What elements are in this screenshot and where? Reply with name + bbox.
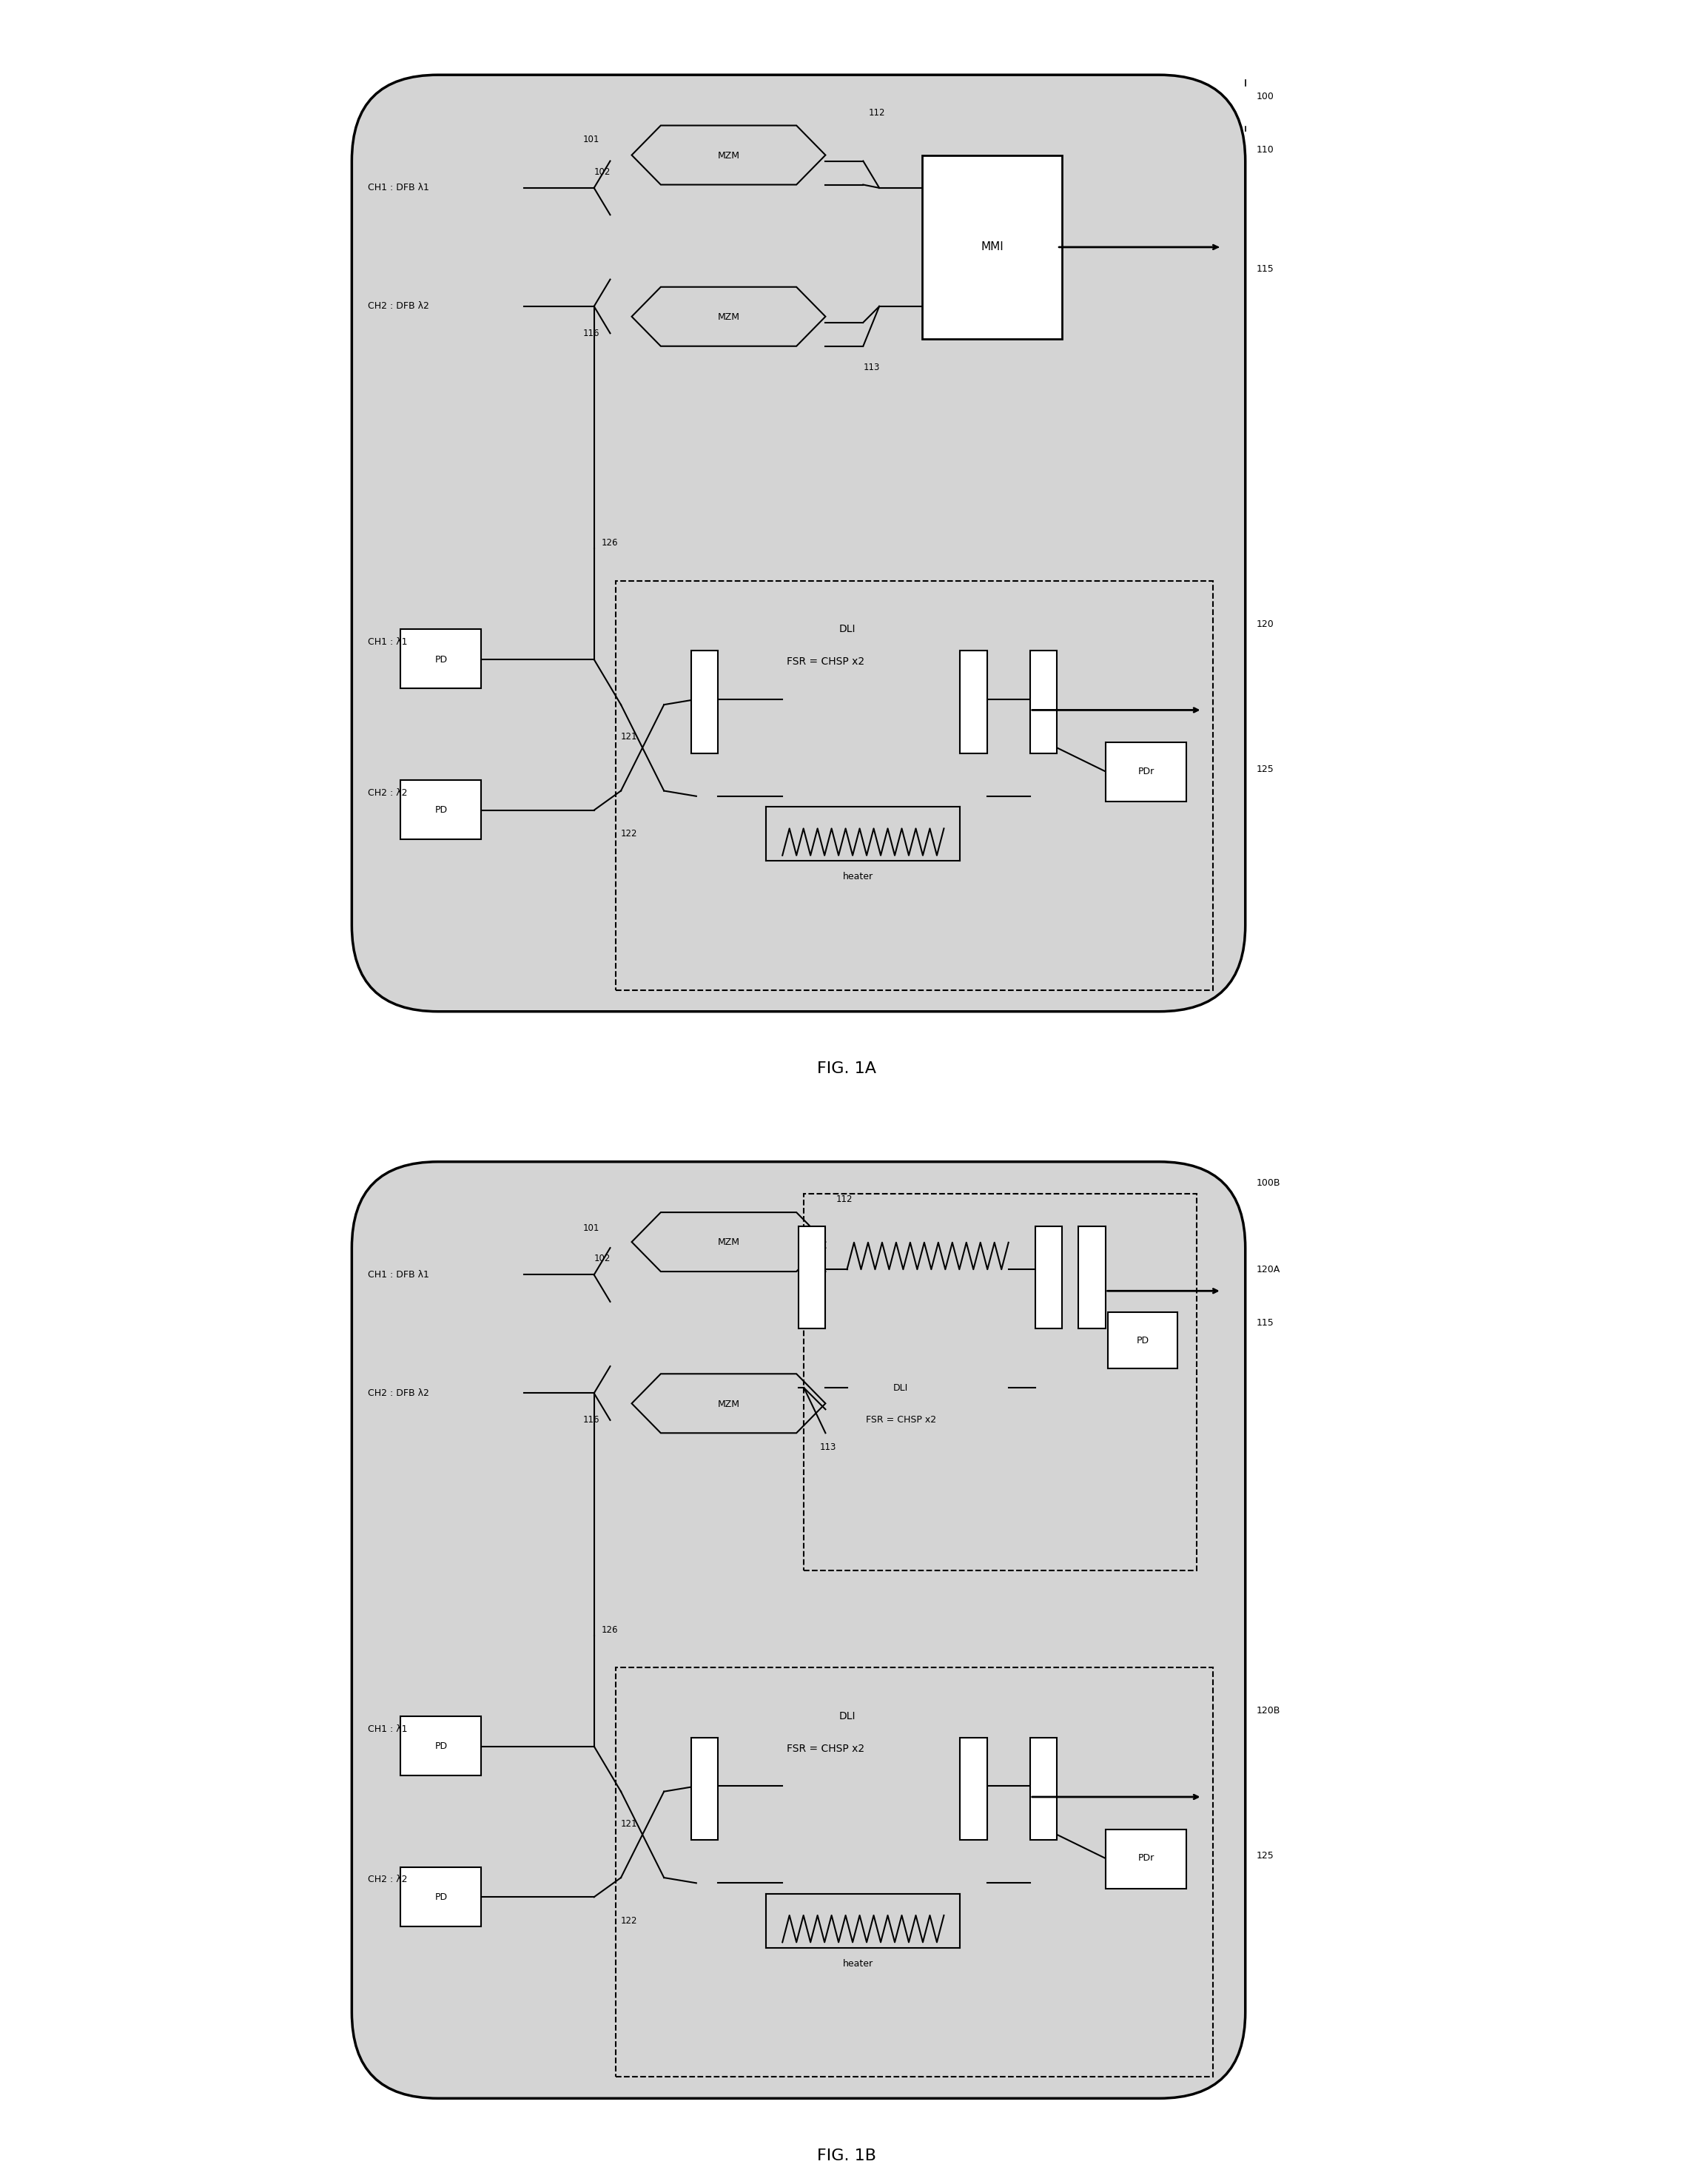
Text: 100B: 100B bbox=[1255, 1179, 1281, 1188]
Text: 102: 102 bbox=[595, 1254, 610, 1262]
Text: 116: 116 bbox=[583, 1415, 600, 1424]
Text: PDr: PDr bbox=[1138, 767, 1155, 775]
Text: heater: heater bbox=[842, 871, 872, 882]
Polygon shape bbox=[632, 286, 825, 347]
Text: 122: 122 bbox=[622, 830, 637, 839]
Text: 115: 115 bbox=[1255, 1319, 1274, 1328]
FancyBboxPatch shape bbox=[691, 651, 718, 753]
FancyBboxPatch shape bbox=[352, 1162, 1245, 2099]
Polygon shape bbox=[632, 1374, 825, 1433]
Text: 122: 122 bbox=[622, 1915, 637, 1926]
Text: MZM: MZM bbox=[718, 1400, 740, 1409]
FancyBboxPatch shape bbox=[1106, 1830, 1186, 1889]
Text: FSR = CHSP x2: FSR = CHSP x2 bbox=[866, 1415, 937, 1424]
Text: CH2 : λ2: CH2 : λ2 bbox=[368, 788, 408, 797]
FancyBboxPatch shape bbox=[1106, 743, 1186, 802]
FancyBboxPatch shape bbox=[400, 1717, 481, 1776]
Text: DLI: DLI bbox=[839, 625, 855, 636]
Text: CH1 : λ1: CH1 : λ1 bbox=[368, 638, 408, 646]
Text: PD: PD bbox=[1137, 1337, 1150, 1345]
FancyBboxPatch shape bbox=[960, 1738, 988, 1839]
FancyBboxPatch shape bbox=[1035, 1227, 1062, 1328]
FancyBboxPatch shape bbox=[400, 629, 481, 688]
Text: 113: 113 bbox=[864, 363, 879, 373]
Text: 125: 125 bbox=[1255, 764, 1274, 773]
Text: MMI: MMI bbox=[981, 242, 1005, 253]
Text: 126: 126 bbox=[601, 1625, 618, 1636]
Text: CH2 : λ2: CH2 : λ2 bbox=[368, 1876, 408, 1885]
Text: FIG. 1B: FIG. 1B bbox=[818, 2149, 876, 2162]
Text: 126: 126 bbox=[601, 539, 618, 548]
Text: FSR = CHSP x2: FSR = CHSP x2 bbox=[786, 657, 864, 666]
Text: CH1 : DFB λ1: CH1 : DFB λ1 bbox=[368, 183, 429, 192]
Polygon shape bbox=[632, 1212, 825, 1271]
Text: FIG. 1A: FIG. 1A bbox=[818, 1061, 876, 1077]
Text: 120: 120 bbox=[1255, 618, 1274, 629]
Text: DLI: DLI bbox=[839, 1710, 855, 1721]
Text: 121: 121 bbox=[622, 732, 637, 743]
Text: MZM: MZM bbox=[718, 1238, 740, 1247]
Text: FSR = CHSP x2: FSR = CHSP x2 bbox=[786, 1743, 864, 1754]
Text: 101: 101 bbox=[583, 135, 600, 144]
FancyBboxPatch shape bbox=[352, 74, 1245, 1011]
FancyBboxPatch shape bbox=[922, 155, 1062, 339]
Text: CH1 : DFB λ1: CH1 : DFB λ1 bbox=[368, 1269, 429, 1280]
Text: 110: 110 bbox=[1255, 146, 1274, 155]
Text: heater: heater bbox=[842, 1959, 872, 1968]
Text: 102: 102 bbox=[595, 166, 610, 177]
FancyBboxPatch shape bbox=[960, 651, 988, 753]
Text: CH2 : DFB λ2: CH2 : DFB λ2 bbox=[368, 301, 429, 310]
Text: PDr: PDr bbox=[1138, 1854, 1155, 1863]
Text: PD: PD bbox=[435, 655, 447, 664]
FancyBboxPatch shape bbox=[1030, 651, 1057, 753]
Text: PD: PD bbox=[435, 806, 447, 815]
Text: 100: 100 bbox=[1255, 92, 1274, 100]
Text: 113: 113 bbox=[820, 1441, 837, 1452]
Text: 116: 116 bbox=[583, 328, 600, 339]
Text: CH1 : λ1: CH1 : λ1 bbox=[368, 1725, 408, 1734]
Text: 101: 101 bbox=[583, 1223, 600, 1234]
Text: DLI: DLI bbox=[893, 1382, 908, 1393]
FancyBboxPatch shape bbox=[1079, 1227, 1106, 1328]
FancyBboxPatch shape bbox=[400, 780, 481, 839]
Text: MZM: MZM bbox=[718, 151, 740, 159]
Text: 120A: 120A bbox=[1255, 1265, 1281, 1273]
Text: PD: PD bbox=[435, 1741, 447, 1752]
Text: 125: 125 bbox=[1255, 1852, 1274, 1861]
Text: 115: 115 bbox=[1255, 264, 1274, 273]
FancyBboxPatch shape bbox=[1030, 1738, 1057, 1839]
Text: 121: 121 bbox=[622, 1819, 637, 1828]
Text: 112: 112 bbox=[837, 1195, 852, 1203]
Text: PD: PD bbox=[435, 1891, 447, 1902]
Text: 112: 112 bbox=[869, 107, 886, 118]
Text: 120B: 120B bbox=[1255, 1706, 1281, 1717]
FancyBboxPatch shape bbox=[400, 1867, 481, 1926]
Polygon shape bbox=[632, 124, 825, 186]
FancyBboxPatch shape bbox=[691, 1738, 718, 1839]
FancyBboxPatch shape bbox=[1108, 1313, 1177, 1369]
FancyBboxPatch shape bbox=[798, 1227, 825, 1328]
Text: CH2 : DFB λ2: CH2 : DFB λ2 bbox=[368, 1389, 429, 1398]
Text: MZM: MZM bbox=[718, 312, 740, 321]
